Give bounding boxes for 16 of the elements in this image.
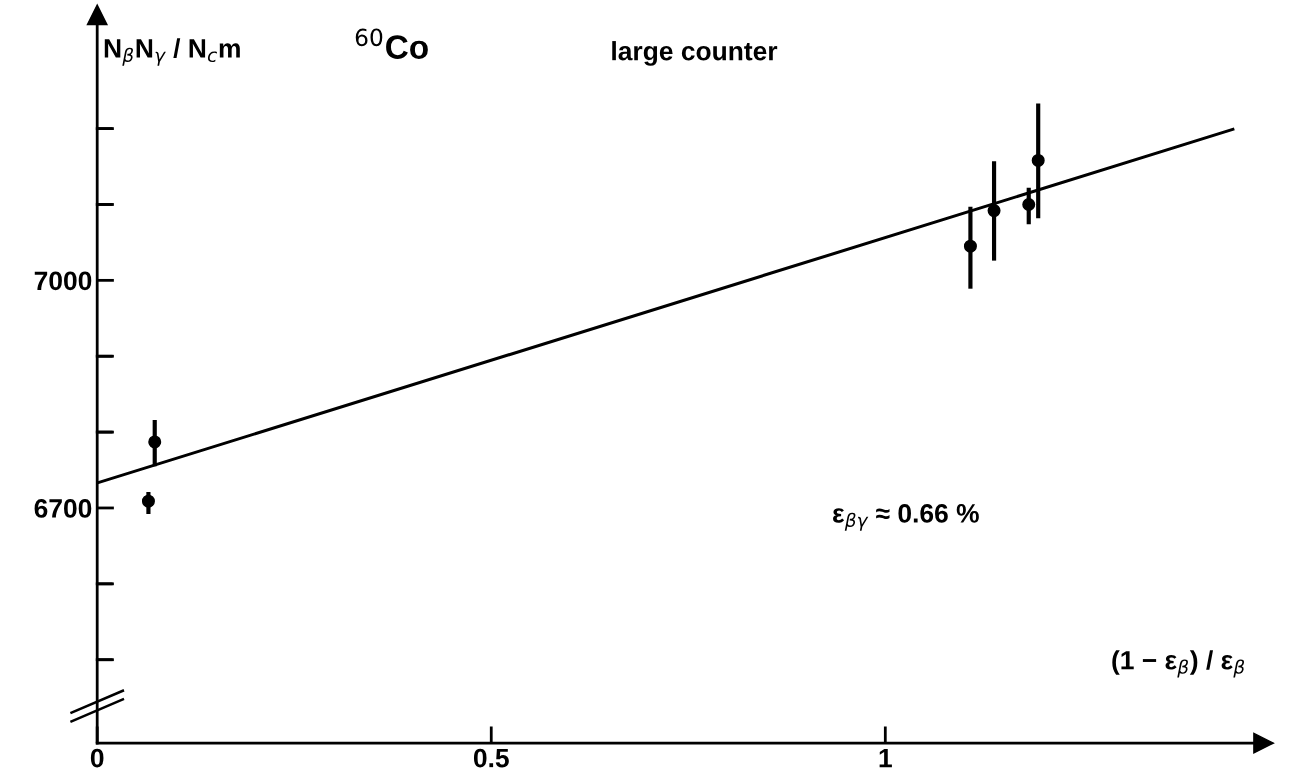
x-tick-label: 1 bbox=[879, 749, 892, 768]
y-tick-label: 6700 bbox=[34, 499, 92, 518]
chart-title: $^{60}$Co bbox=[355, 28, 428, 59]
x-axis-title: (1 − ε$_{β}$) / ε$_{β}$ bbox=[1112, 650, 1245, 678]
point bbox=[987, 204, 1001, 218]
x-tick-label: 0.5 bbox=[473, 748, 509, 768]
point bbox=[1031, 153, 1045, 167]
x-tick-label: 0 bbox=[90, 748, 104, 768]
point bbox=[963, 239, 977, 253]
y-axis-title: N$_{β}$N$_{γ}$ / N$_{c}$m bbox=[104, 38, 240, 66]
annotation: ε$_{βγ}$ ≈ 0.66 % bbox=[833, 504, 979, 531]
point bbox=[141, 494, 155, 508]
text: large counter bbox=[612, 41, 778, 66]
y-tick-label: 7000 bbox=[34, 271, 92, 291]
point bbox=[148, 435, 162, 449]
point bbox=[1022, 197, 1036, 211]
